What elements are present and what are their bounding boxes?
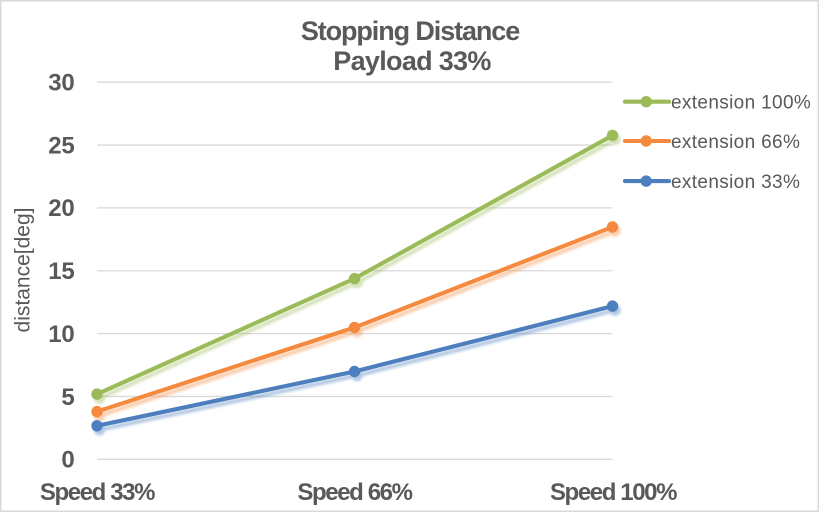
svg-text:30: 30 (48, 70, 74, 97)
svg-text:Payload 33%: Payload 33% (333, 46, 491, 76)
svg-text:extension 100%: extension 100% (671, 93, 811, 114)
svg-text:Stopping Distance: Stopping Distance (301, 16, 520, 46)
svg-text:Speed 66%: Speed 66% (297, 479, 412, 506)
svg-text:extension 66%: extension 66% (671, 132, 800, 153)
svg-text:0: 0 (61, 447, 74, 474)
svg-text:extension 33%: extension 33% (671, 172, 800, 193)
svg-text:15: 15 (48, 258, 74, 285)
svg-text:Speed 33%: Speed 33% (40, 479, 155, 506)
svg-text:Speed 100%: Speed 100% (550, 479, 677, 506)
svg-text:5: 5 (61, 384, 74, 411)
svg-text:20: 20 (48, 195, 74, 222)
svg-text:distance[deg]: distance[deg] (12, 208, 35, 333)
svg-text:10: 10 (48, 321, 74, 348)
svg-text:25: 25 (48, 132, 74, 159)
